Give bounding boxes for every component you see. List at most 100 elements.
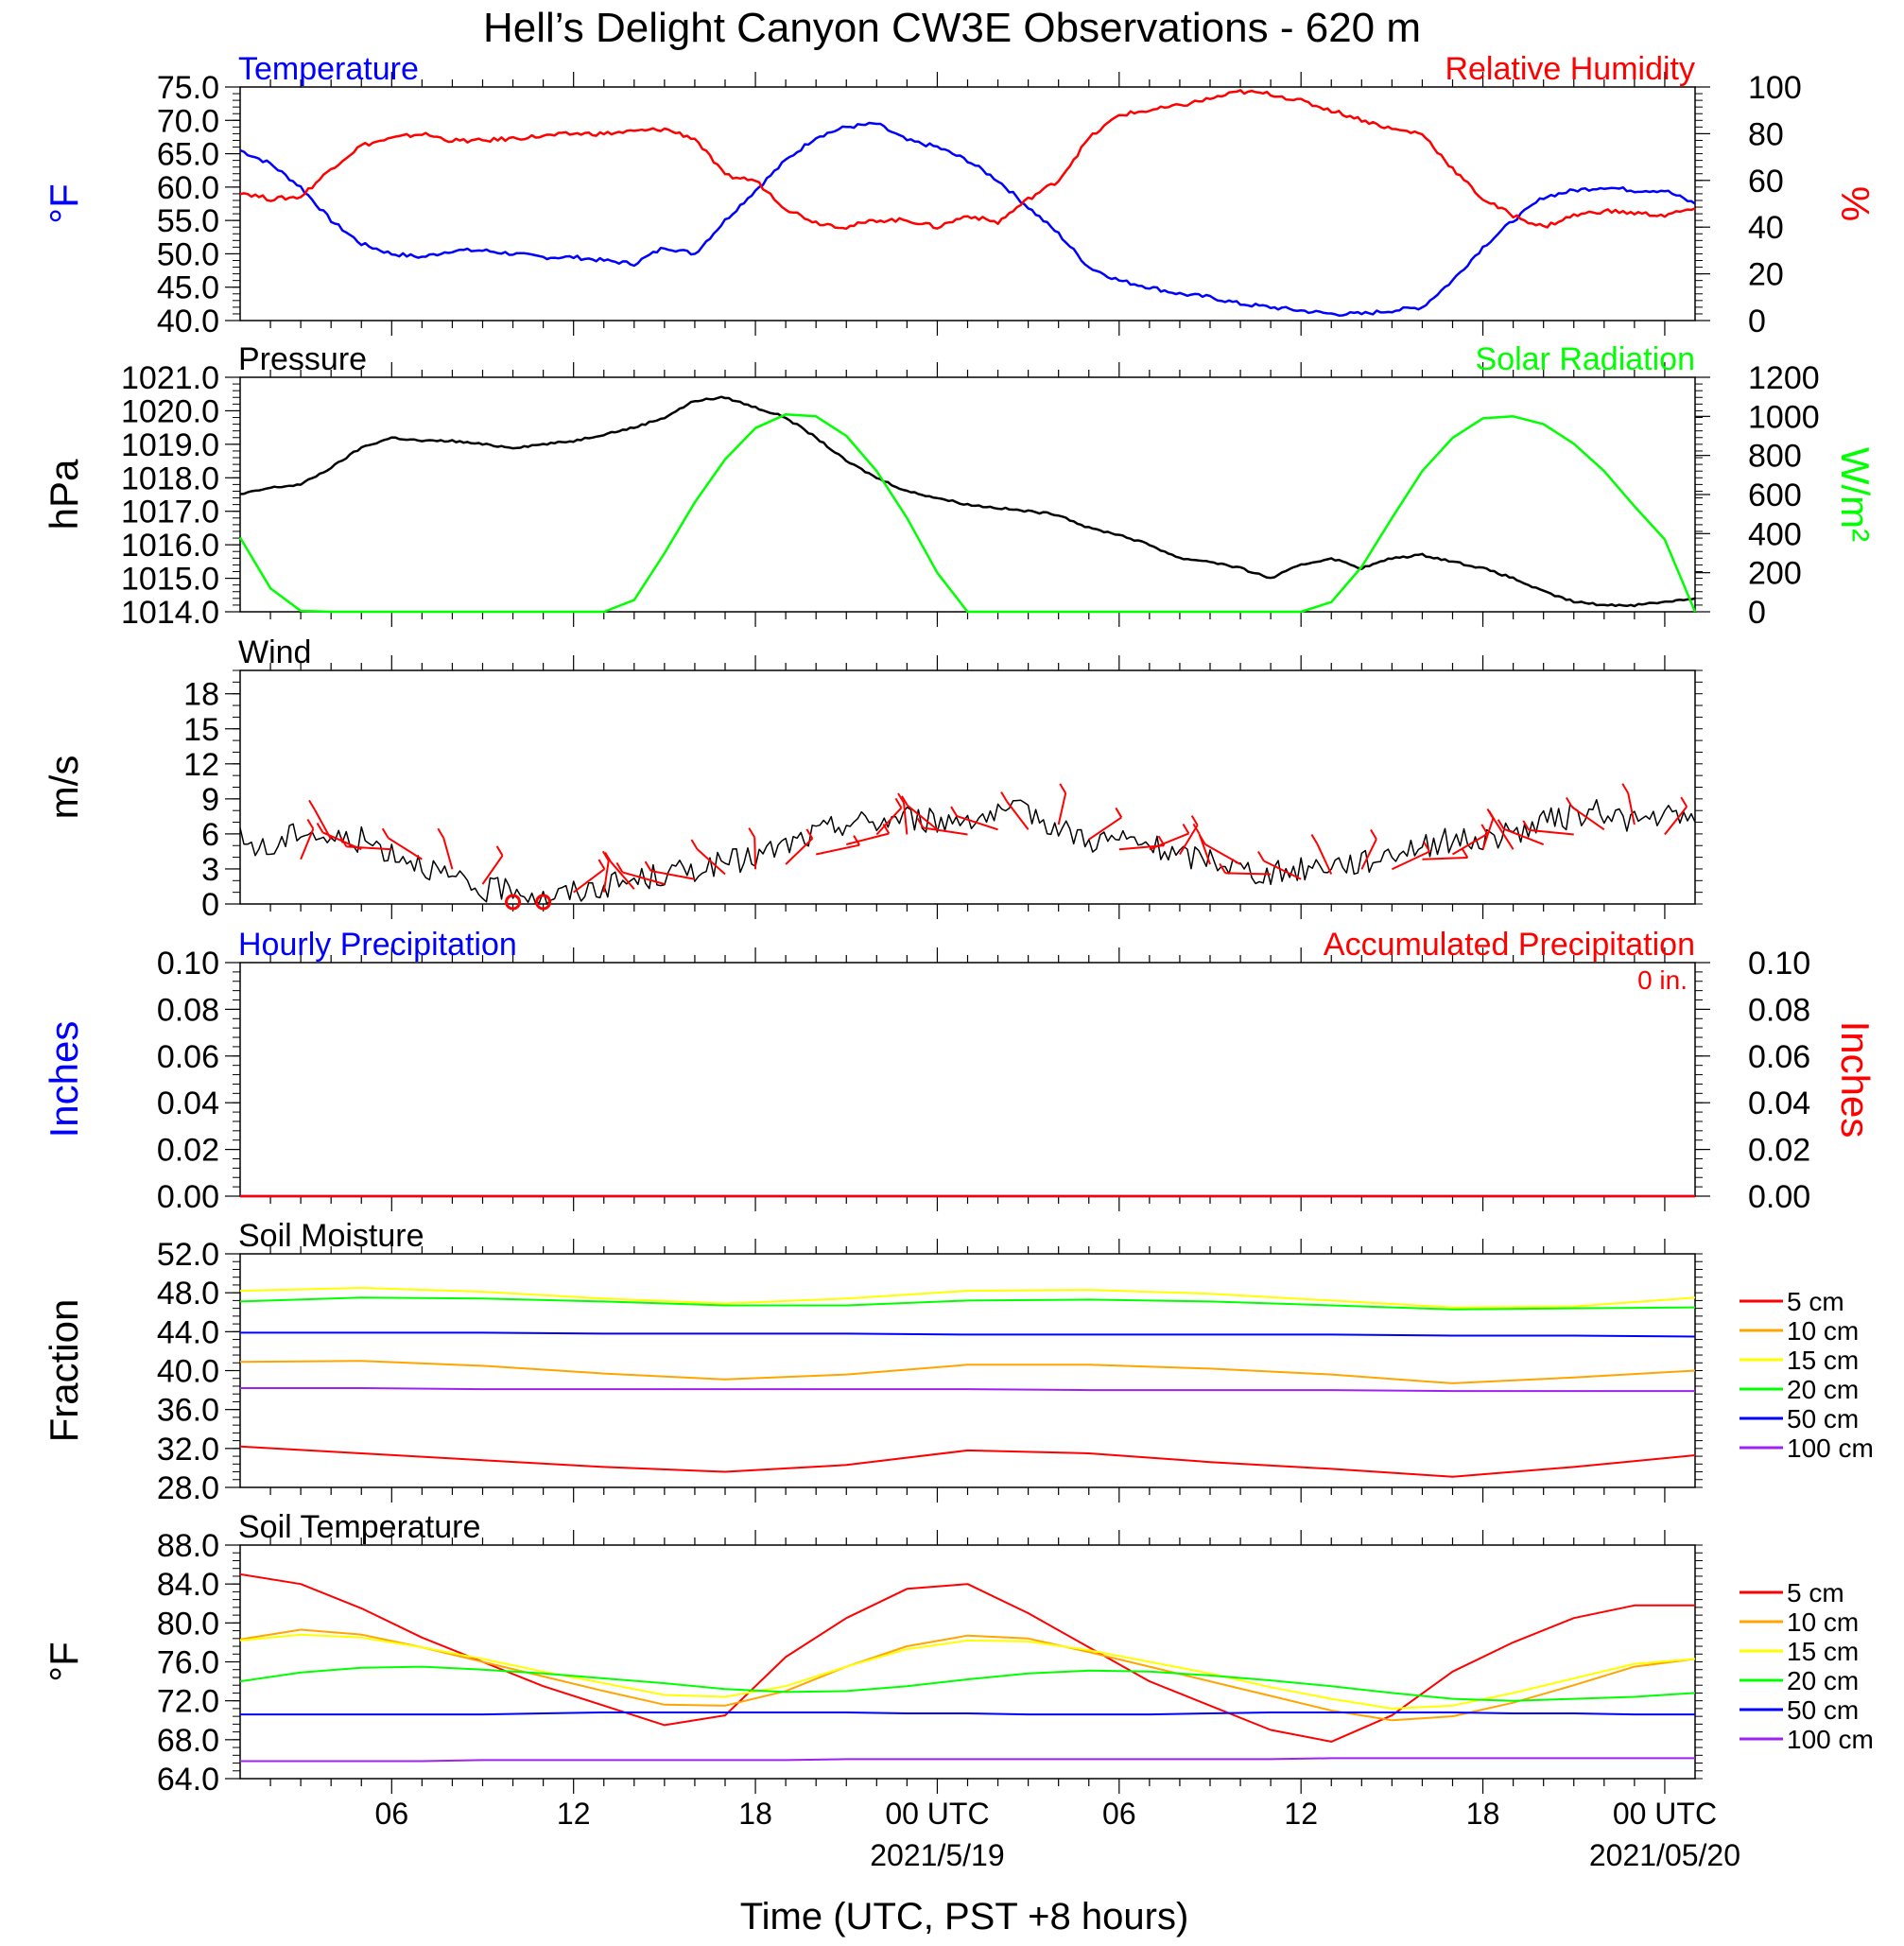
y-axis-label: m/s <box>42 756 86 820</box>
wind-barb-flag <box>1522 820 1531 831</box>
wind-barb <box>650 870 696 880</box>
y-tick-label: 1020.0 <box>121 393 219 429</box>
y-right-tick-label: 60 <box>1748 164 1784 200</box>
wind-barb <box>815 843 860 856</box>
panel-title-right: Solar Radiation <box>1476 341 1695 377</box>
wind-barb-flag <box>306 818 315 829</box>
wind-barb-flag <box>805 828 814 840</box>
wind-barb <box>1088 816 1122 841</box>
wind-barb-flag <box>1621 783 1630 794</box>
panel-title-left: Wind <box>238 634 311 670</box>
y-right-tick-label: 20 <box>1748 257 1784 293</box>
panel-soil_temperature: 88.084.080.076.072.068.064.0 Soil Tempera… <box>42 1509 1874 1798</box>
wind-barb <box>1481 818 1495 850</box>
wind-barb-flag <box>381 827 389 839</box>
y-tick-label: 9 <box>201 782 219 818</box>
panel-frame <box>239 86 1696 321</box>
x-tick-label: 06 <box>375 1797 409 1831</box>
x-axis-label: Time (UTC, PST +8 hours) <box>740 1896 1189 1937</box>
wind-barb <box>602 860 610 893</box>
wind-barb <box>923 826 968 836</box>
series-line-20-cm <box>239 1665 1696 1702</box>
y-right-tick-label: 0.10 <box>1748 946 1810 982</box>
panel-frame <box>239 1253 1696 1488</box>
series-line-pressure <box>239 395 1696 608</box>
y-tick-label: 72.0 <box>157 1684 219 1720</box>
y-tick-label: 70.0 <box>157 103 219 139</box>
panel-frame <box>239 1544 1696 1780</box>
series-line-10-cm <box>239 1360 1696 1384</box>
series-line-100-cm <box>240 1387 1695 1393</box>
wind-barb <box>907 805 939 831</box>
y-tick-label: 0.04 <box>157 1086 219 1121</box>
y-tick-label: 52.0 <box>157 1237 219 1273</box>
wind-barb <box>1627 792 1636 825</box>
wind-barb <box>610 860 635 890</box>
y-right-tick-label: 80 <box>1748 116 1784 152</box>
y-tick-label: 64.0 <box>157 1762 219 1798</box>
wind-barb-flag <box>339 836 348 847</box>
y-tick-label: 0.02 <box>157 1133 219 1169</box>
series-line-15-cm <box>239 1287 1696 1309</box>
wind-barb <box>696 848 726 876</box>
y-tick-label: 12 <box>183 747 219 783</box>
panel-temp_rh: 75.070.065.060.055.050.045.040.0 100 80 60 4… <box>42 51 1878 339</box>
y-right-tick-label: 800 <box>1748 439 1802 475</box>
wind-barb <box>1360 839 1377 870</box>
wind-barb <box>1503 827 1545 845</box>
x-tick-label: 00 UTC <box>1613 1797 1717 1831</box>
y-tick-label: 0.00 <box>157 1179 219 1215</box>
wind-barb <box>846 832 890 845</box>
wind-barb <box>1391 850 1430 871</box>
series-line-relative-humidity <box>239 89 1696 231</box>
y-tick-label: 1017.0 <box>121 495 219 530</box>
panels-group: 75.070.065.060.055.050.045.040.010080604… <box>42 51 1878 1798</box>
wind-barb <box>1263 860 1302 880</box>
y-tick-label: 48.0 <box>157 1276 219 1312</box>
wind-barb-flag <box>897 792 905 804</box>
y-axis-label-right: % <box>1833 186 1878 221</box>
y-axis-label: Inches <box>42 1021 86 1138</box>
panel-title-left: Hourly Precipitation <box>238 927 517 963</box>
y-axis-label-right: W/m² <box>1833 447 1878 542</box>
wind-barb-flag <box>1680 796 1688 808</box>
wind-barb-flag <box>495 845 504 857</box>
y-tick-label: 0.10 <box>157 946 219 982</box>
legend-label: 50 cm <box>1787 1404 1859 1433</box>
series-line-100-cm <box>240 1757 1695 1763</box>
legend-label: 15 cm <box>1787 1346 1859 1375</box>
y-tick-label: 76.0 <box>157 1645 219 1681</box>
y-axis-label: °F <box>42 183 86 223</box>
panel-frame <box>239 376 1696 613</box>
series-line-temperature <box>239 121 1696 317</box>
y-tick-label: 1016.0 <box>121 528 219 564</box>
x-tick-label: 18 <box>1466 1797 1500 1831</box>
y-tick-label: 75.0 <box>157 70 219 106</box>
legend-label: 15 cm <box>1787 1637 1859 1666</box>
y-tick-label: 40.0 <box>157 304 219 339</box>
legend-label: 5 cm <box>1787 1578 1844 1607</box>
wind-barb <box>903 802 909 835</box>
wind-barb <box>753 837 757 870</box>
legend-label: 10 cm <box>1787 1607 1859 1637</box>
wind-barb-flag <box>690 839 699 850</box>
y-tick-label: 44.0 <box>157 1314 219 1350</box>
y-right-tick-label: 1200 <box>1748 360 1820 396</box>
y-tick-label: 50.0 <box>157 236 219 272</box>
y-right-tick-label: 0 <box>1748 304 1766 339</box>
panel-title-right: Relative Humidity <box>1445 51 1695 87</box>
series-line-5-cm <box>239 1445 1696 1478</box>
legend-label: 50 cm <box>1787 1695 1859 1725</box>
y-tick-label: 0 <box>201 887 219 923</box>
accumulated-total-label: 0 in. <box>1637 965 1688 995</box>
y-tick-label: 15 <box>183 712 219 748</box>
y-tick-label: 1018.0 <box>121 460 219 496</box>
wind-barb <box>1179 825 1199 856</box>
legend-label: 10 cm <box>1787 1316 1859 1346</box>
y-tick-label: 6 <box>201 817 219 853</box>
wind-barb-flag <box>1192 823 1201 834</box>
legend-label: 100 cm <box>1787 1433 1874 1463</box>
series-line-50-cm <box>240 1711 1695 1716</box>
wind-barb <box>622 871 666 885</box>
